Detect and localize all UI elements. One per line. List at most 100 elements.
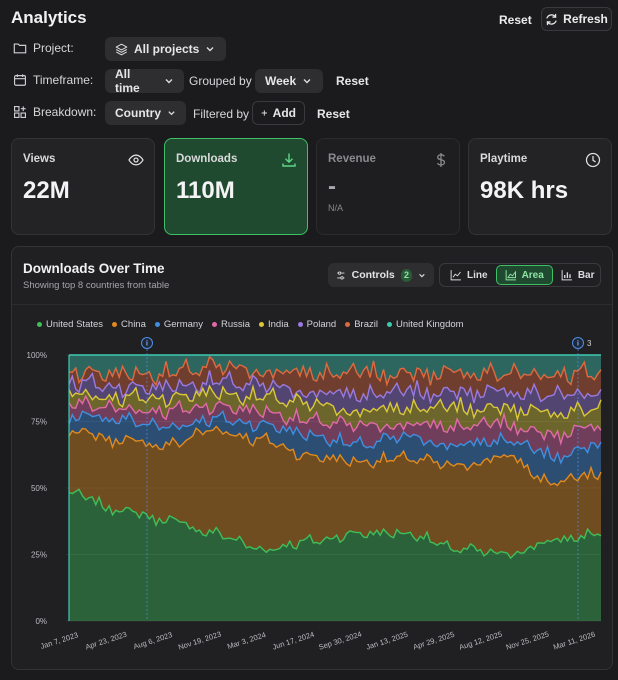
chevron-down-icon xyxy=(168,111,175,116)
x-tick-label: Nov 25, 2025 xyxy=(505,629,550,651)
breakdown-label-row: Breakdown: xyxy=(13,105,96,119)
timeframe-reset-button[interactable]: Reset xyxy=(336,74,369,88)
legend-dot xyxy=(259,322,264,327)
project-label-row: Project: xyxy=(13,41,74,55)
downloads-card[interactable]: Downloads 110M xyxy=(164,138,308,235)
legend-item-united-states[interactable]: United States xyxy=(37,319,103,330)
refresh-button[interactable]: Refresh xyxy=(541,7,612,31)
area-united-states xyxy=(69,489,601,621)
project-value: All projects xyxy=(134,42,200,56)
sliders-icon xyxy=(337,270,345,280)
legend-dot xyxy=(37,322,42,327)
filtered-by-label: Filtered by xyxy=(193,107,250,121)
legend-item-united-kingdom[interactable]: United Kingdom xyxy=(386,319,464,330)
legend-dot xyxy=(297,322,303,327)
folder-icon xyxy=(13,43,27,54)
annotation-icon-label: i xyxy=(577,341,579,348)
x-tick-label: Apr 23, 2023 xyxy=(84,630,128,652)
y-tick-label: 0% xyxy=(35,617,47,626)
downloads-value: 110M xyxy=(176,177,235,204)
playtime-card[interactable]: Playtime 98K hrs xyxy=(468,138,612,235)
chevron-down-icon xyxy=(419,273,425,277)
legend-dot xyxy=(345,322,351,327)
clock-icon xyxy=(585,152,601,168)
area-russia xyxy=(69,396,601,463)
chevron-down-icon xyxy=(165,79,173,84)
views-value: 22M xyxy=(23,177,70,204)
line-chart-icon xyxy=(450,270,461,281)
legend-label: Russia xyxy=(220,319,250,330)
legend-label: India xyxy=(268,319,289,330)
controls-count-badge: 2 xyxy=(400,268,413,282)
timeframe-label: Timeframe: xyxy=(33,73,94,87)
chevron-down-icon xyxy=(303,79,311,84)
controls-label: Controls xyxy=(351,269,395,281)
eye-icon xyxy=(128,154,144,166)
views-label: Views xyxy=(23,153,56,165)
y-tick-label: 75% xyxy=(31,418,47,427)
grouped-by-label: Grouped by xyxy=(189,74,252,88)
project-select[interactable]: All projects xyxy=(105,37,226,61)
legend-label: China xyxy=(121,319,146,330)
views-card[interactable]: Views 22M xyxy=(11,138,155,235)
add-filter-label: Add xyxy=(272,106,296,120)
x-tick-label: Jan 7, 2023 xyxy=(39,630,79,651)
revenue-card[interactable]: Revenue - N/A xyxy=(316,138,460,235)
line-brazil xyxy=(68,355,602,387)
x-tick-label: Nov 19, 2023 xyxy=(177,629,222,651)
x-tick-label: Jun 17, 2024 xyxy=(271,630,315,652)
chart-subtitle: Showing top 8 countries from table xyxy=(23,280,170,291)
area-chart-icon xyxy=(505,270,516,281)
reset-button[interactable]: Reset xyxy=(499,13,532,27)
legend-label: Brazil xyxy=(354,319,378,330)
bar-chart-icon xyxy=(561,270,572,281)
legend-item-poland[interactable]: Poland xyxy=(297,319,336,330)
project-label: Project: xyxy=(33,41,74,55)
plus-icon xyxy=(261,110,268,116)
line-germany xyxy=(68,409,602,465)
x-tick-label: Mar 11, 2026 xyxy=(552,630,596,652)
area-china xyxy=(69,426,601,559)
annotation-marker xyxy=(572,337,584,349)
x-tick-label: Jan 13, 2025 xyxy=(365,630,409,652)
chevron-down-icon xyxy=(206,47,214,52)
annotation-count: 3 xyxy=(587,339,592,348)
line-view-button[interactable]: Line xyxy=(442,265,496,285)
dollar-icon xyxy=(436,153,446,167)
timeframe-label-row: Timeframe: xyxy=(13,73,93,87)
legend-item-china[interactable]: China xyxy=(112,319,146,330)
area-germany xyxy=(69,411,601,486)
controls-button[interactable]: Controls 2 xyxy=(328,263,434,287)
grouped-by-select[interactable]: Week xyxy=(255,69,323,93)
timeframe-select[interactable]: All time xyxy=(105,67,184,95)
legend-item-russia[interactable]: Russia xyxy=(211,319,250,330)
line-russia xyxy=(68,394,602,446)
y-tick-label: 25% xyxy=(31,551,47,560)
legend-dot xyxy=(112,322,118,327)
calendar-icon xyxy=(14,74,26,86)
y-tick-label: 50% xyxy=(31,484,47,493)
line-china xyxy=(68,425,602,487)
legend-dot xyxy=(211,322,217,327)
bar-view-button[interactable]: Bar xyxy=(553,265,603,285)
legend-item-germany[interactable]: Germany xyxy=(154,319,203,330)
area-brazil xyxy=(69,356,601,404)
area-india xyxy=(69,386,601,444)
revenue-value: - xyxy=(328,173,336,200)
line-poland xyxy=(68,369,602,405)
add-filter-button[interactable]: Add xyxy=(252,101,305,125)
legend-item-brazil[interactable]: Brazil xyxy=(345,319,378,330)
x-tick-label: Mar 3, 2024 xyxy=(226,630,267,651)
area-view-button[interactable]: Area xyxy=(495,265,553,285)
breakdown-value: Country xyxy=(115,106,161,120)
area-poland xyxy=(69,370,601,420)
downloads-area-chart[interactable]: 0% 25% 50% 75% 100% Jan 7, 2023 Apr 23, 2023 Au… xyxy=(12,247,612,669)
legend-label: United States xyxy=(46,319,104,330)
breakdown-reset-button[interactable]: Reset xyxy=(317,107,350,121)
chart-type-toggle: Line Area Bar xyxy=(439,263,601,287)
breakdown-select[interactable]: Country xyxy=(105,101,186,125)
legend-item-india[interactable]: India xyxy=(259,319,289,330)
x-tick-label: Aug 12, 2025 xyxy=(458,629,503,651)
y-tick-label: 100% xyxy=(27,351,47,360)
annotation-icon-label: i xyxy=(146,341,148,348)
